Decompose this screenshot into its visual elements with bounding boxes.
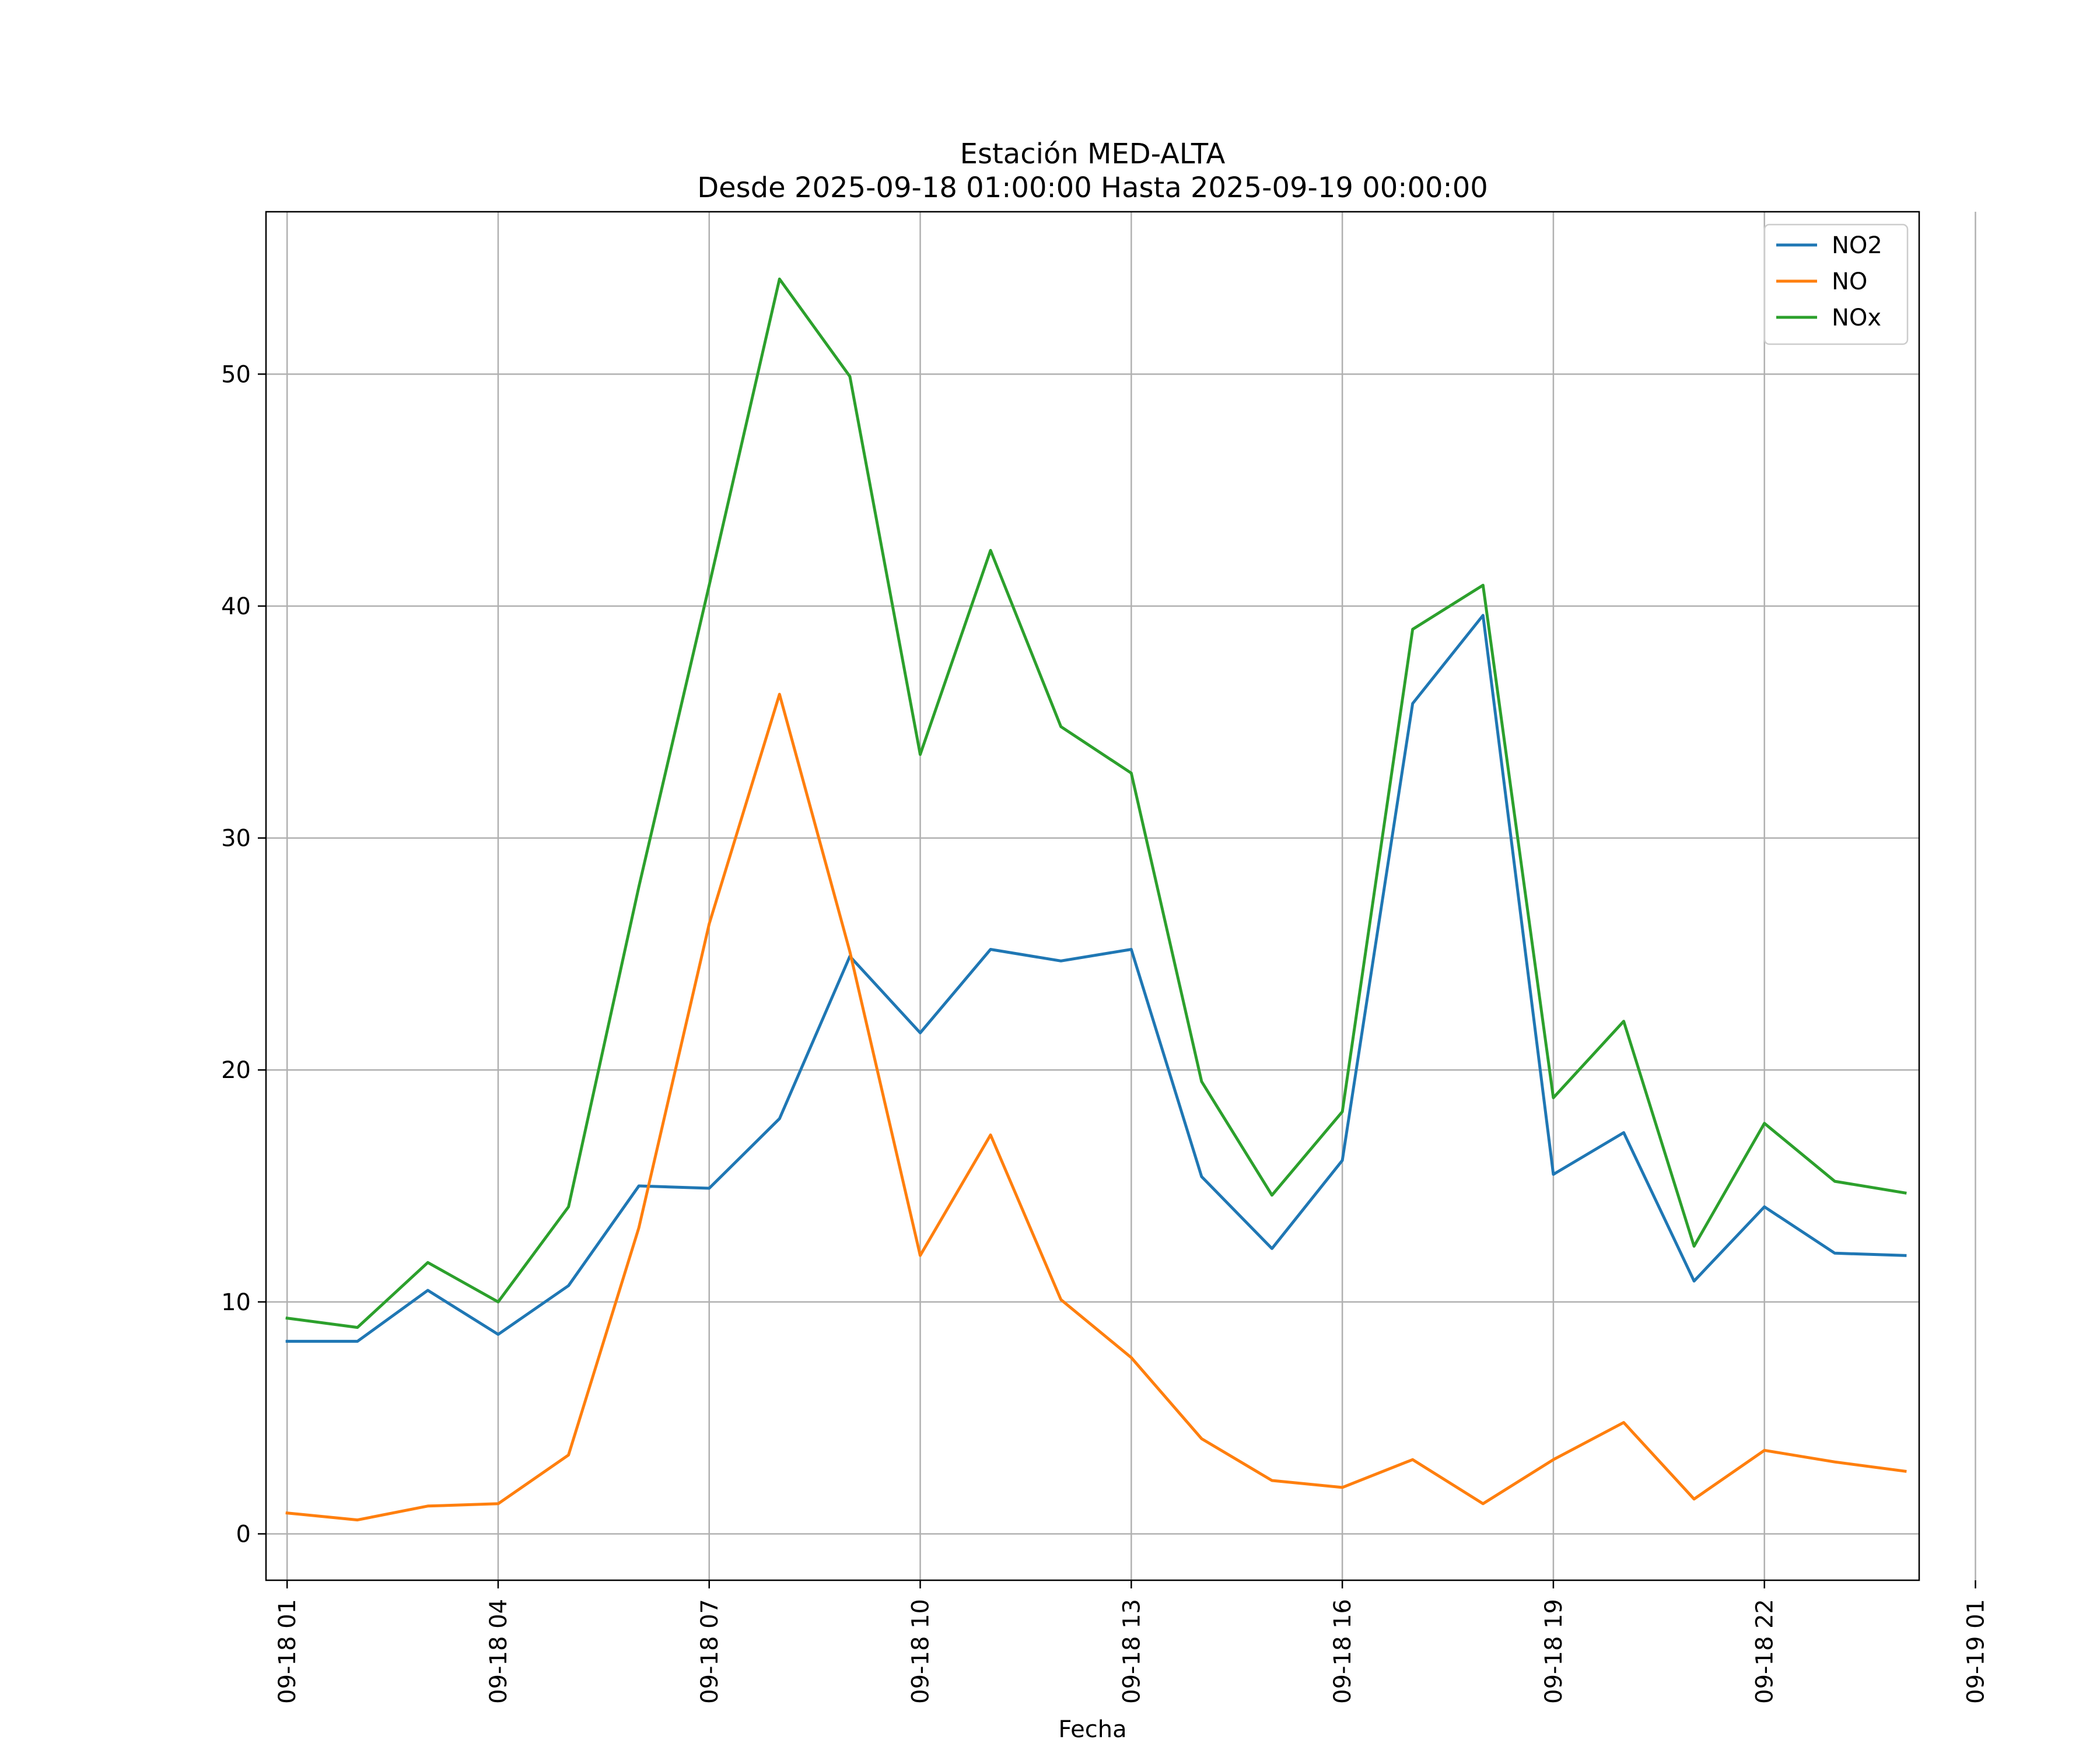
- x-axis-ticks: 09-18 01 09-18 04 09-18 07 09-18 10 09-18 13…: [274, 1580, 1989, 1704]
- x-tick-label: 09-18 01: [274, 1599, 301, 1704]
- series-lines: [285, 277, 1907, 1522]
- series-line-no: [285, 692, 1907, 1522]
- legend: NO2 NO NOx: [1763, 223, 1909, 345]
- chart-title: Estación MED-ALTA: [960, 138, 1226, 170]
- x-tick-label: 09-19 01: [1962, 1599, 1989, 1704]
- y-tick-label: 40: [221, 593, 251, 620]
- plot-area-background: [266, 212, 1919, 1580]
- legend-entries: NO2 NO NOx: [1776, 232, 1882, 331]
- y-tick-label: 10: [221, 1289, 251, 1316]
- legend-label-no: NO: [1832, 268, 1867, 295]
- plot-area-frame: [265, 211, 1920, 1581]
- y-tick-label: 20: [221, 1057, 251, 1084]
- y-tick-label: 30: [221, 825, 251, 852]
- x-tick-label: 09-18 04: [485, 1599, 512, 1704]
- x-axis-label: Fecha: [1058, 1716, 1126, 1743]
- legend-box: [1763, 223, 1909, 345]
- legend-label-nox: NOx: [1832, 304, 1881, 331]
- y-axis-ticks: 0 10 20 30 40 50: [221, 361, 266, 1548]
- series-line-no2: [285, 614, 1907, 1343]
- x-tick-label: 09-18 22: [1752, 1599, 1779, 1704]
- x-tick-label: 09-18 07: [696, 1599, 723, 1704]
- x-tick-label: 09-18 16: [1329, 1599, 1356, 1704]
- y-tick-label: 50: [221, 361, 251, 388]
- x-tick-label: 09-18 13: [1118, 1599, 1145, 1704]
- y-tick-label: 0: [236, 1521, 251, 1548]
- chart-subtitle: Desde 2025-09-18 01:00:00 Hasta 2025-09-…: [697, 172, 1488, 204]
- x-tick-label: 09-18 19: [1541, 1599, 1567, 1704]
- grid-lines: [266, 212, 1976, 1580]
- legend-label-no2: NO2: [1832, 232, 1882, 259]
- x-tick-label: 09-18 10: [908, 1599, 935, 1704]
- series-line-nox: [285, 277, 1907, 1329]
